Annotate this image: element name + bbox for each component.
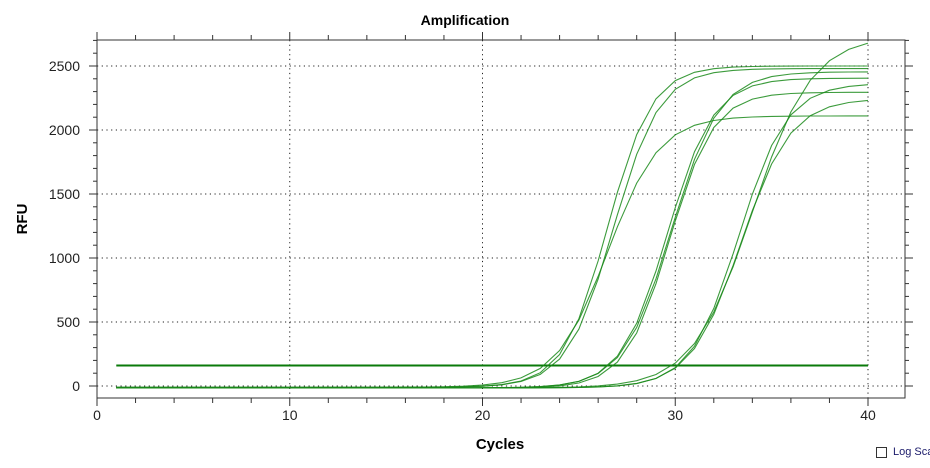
log-scale-checkbox[interactable] (876, 446, 887, 458)
x-axis-label: Cycles (476, 436, 524, 453)
amplification-curve (116, 77, 869, 389)
amplification-curve (116, 115, 868, 388)
log-scale-toggle[interactable]: Log Scale (876, 446, 930, 458)
amplification-curve (116, 42, 869, 389)
amplification-curve (116, 71, 869, 389)
x-tick-label: 20 (475, 407, 491, 423)
amplification-curve (116, 65, 868, 388)
log-scale-label: Log Scale (893, 446, 930, 458)
chart-title: Amplification (421, 12, 510, 28)
y-tick-label: 2000 (49, 122, 80, 138)
amplification-curve (116, 99, 869, 389)
y-tick-label: 1000 (49, 250, 80, 266)
x-tick-label: 0 (93, 407, 101, 423)
y-axis-label: RFU (14, 204, 31, 235)
y-tick-label: 1500 (49, 186, 80, 202)
y-tick-label: 2500 (49, 58, 80, 74)
plot-frame (96, 39, 906, 399)
amplification-curve (116, 91, 868, 389)
x-tick-label: 30 (667, 407, 683, 423)
y-tick-label: 0 (72, 378, 80, 394)
x-tick-label: 40 (860, 407, 876, 423)
y-tick-label: 500 (57, 314, 81, 330)
x-tick-label: 10 (282, 407, 298, 423)
